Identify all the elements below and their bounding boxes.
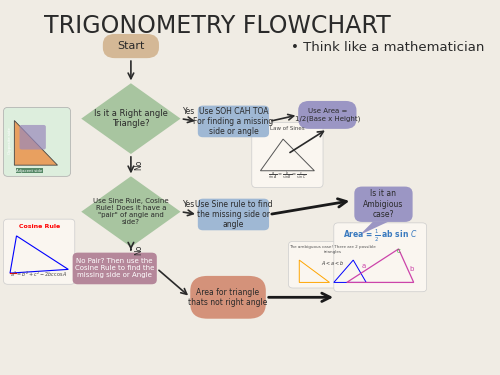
- FancyBboxPatch shape: [20, 125, 46, 150]
- Text: Opposite side: Opposite side: [8, 128, 12, 154]
- FancyBboxPatch shape: [4, 108, 70, 176]
- Text: • Think like a mathematician: • Think like a mathematician: [290, 41, 484, 54]
- FancyBboxPatch shape: [354, 187, 412, 222]
- Text: Adjacent side: Adjacent side: [16, 169, 42, 172]
- Text: $A < a < b$: $A < a < b$: [321, 259, 344, 267]
- FancyBboxPatch shape: [288, 242, 377, 288]
- Polygon shape: [82, 176, 180, 247]
- FancyBboxPatch shape: [190, 276, 266, 319]
- Text: Area for triangle
thats not right angle: Area for triangle thats not right angle: [188, 288, 268, 307]
- FancyBboxPatch shape: [198, 106, 269, 137]
- Text: Is it a Right angle
Triangle?: Is it a Right angle Triangle?: [94, 109, 168, 128]
- FancyBboxPatch shape: [198, 199, 269, 230]
- Text: Yes: Yes: [182, 107, 195, 116]
- Text: $\frac{a}{\sin A}=\frac{b}{\sin B}=\frac{c}{\sin C}$: $\frac{a}{\sin A}=\frac{b}{\sin B}=\frac…: [268, 170, 306, 181]
- Text: a: a: [362, 262, 366, 268]
- Text: Yes: Yes: [182, 200, 195, 209]
- Text: C: C: [396, 249, 400, 254]
- Polygon shape: [82, 83, 180, 154]
- FancyBboxPatch shape: [72, 253, 157, 284]
- Text: $a^2 = b^2 + c^2 - 2bc\cos A$: $a^2 = b^2 + c^2 - 2bc\cos A$: [10, 269, 68, 279]
- Text: No: No: [134, 160, 143, 170]
- FancyBboxPatch shape: [334, 223, 426, 292]
- Text: No Pair? Then use the
Cosine Rule to find the
missing side or Angle: No Pair? Then use the Cosine Rule to fin…: [75, 258, 154, 279]
- Text: Area = $\frac{1}{2}$ ab sin $C$: Area = $\frac{1}{2}$ ab sin $C$: [343, 228, 417, 244]
- Text: b: b: [410, 266, 414, 272]
- Text: Cosine Rule: Cosine Rule: [18, 224, 60, 229]
- Text: Law of Sines: Law of Sines: [270, 126, 304, 131]
- Polygon shape: [360, 222, 388, 235]
- Text: No: No: [134, 244, 143, 255]
- Text: The ambiguous case! There are 2 possible
triangles: The ambiguous case! There are 2 possible…: [290, 245, 376, 254]
- FancyBboxPatch shape: [298, 101, 356, 129]
- Text: Use Area =
1/2(Base x Height): Use Area = 1/2(Base x Height): [294, 108, 360, 122]
- FancyBboxPatch shape: [252, 122, 323, 188]
- Text: Use Sine rule to find
the missing side or
angle: Use Sine rule to find the missing side o…: [194, 200, 272, 230]
- Text: Start: Start: [117, 41, 144, 51]
- Text: Is it an
Ambigious
case?: Is it an Ambigious case?: [364, 189, 404, 219]
- Text: Use SOH CAH TOA
For finding a missing
side or angle: Use SOH CAH TOA For finding a missing si…: [194, 106, 274, 136]
- FancyBboxPatch shape: [4, 219, 75, 284]
- Polygon shape: [14, 120, 58, 165]
- Text: TRIGONOMETRY FLOWCHART: TRIGONOMETRY FLOWCHART: [44, 14, 391, 38]
- Text: Use Sine Rule, Cosine
Rule! Does it have a
"pair" of angle and
side?: Use Sine Rule, Cosine Rule! Does it have…: [93, 198, 168, 225]
- FancyBboxPatch shape: [103, 34, 159, 58]
